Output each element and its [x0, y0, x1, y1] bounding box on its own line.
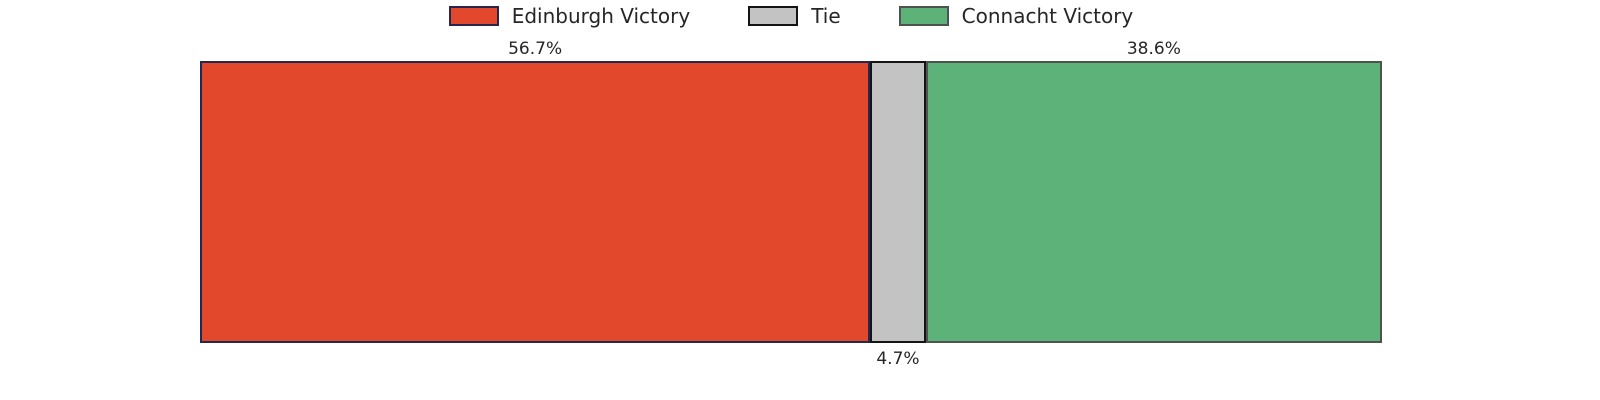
legend-swatch-edinburgh-icon [448, 6, 499, 26]
legend: Edinburgh Victory Tie Connacht Victory [200, 0, 1382, 32]
plot-area: 56.7% 38.6% 4.7% [200, 41, 1382, 368]
value-label-edinburgh-pct: 56.7% [508, 39, 563, 59]
legend-swatch-tie-icon [748, 6, 799, 26]
bar-segment-tie [870, 61, 926, 343]
legend-label-connacht-victory: Connacht Victory [961, 4, 1134, 28]
bar-segment-connacht-victory [925, 61, 1382, 343]
legend-item-tie: Tie [748, 4, 841, 28]
bar-segment-edinburgh-victory [200, 61, 871, 343]
legend-label-tie: Tie [811, 4, 841, 28]
legend-item-edinburgh-victory: Edinburgh Victory [448, 4, 691, 28]
stacked-bar [200, 61, 1382, 343]
legend-item-connacht-victory: Connacht Victory [898, 4, 1134, 28]
legend-swatch-connacht-icon [898, 6, 949, 26]
value-label-connacht-pct: 38.6% [1126, 39, 1181, 59]
value-label-tie-pct: 4.7% [876, 349, 920, 369]
legend-label-edinburgh-victory: Edinburgh Victory [511, 4, 691, 28]
